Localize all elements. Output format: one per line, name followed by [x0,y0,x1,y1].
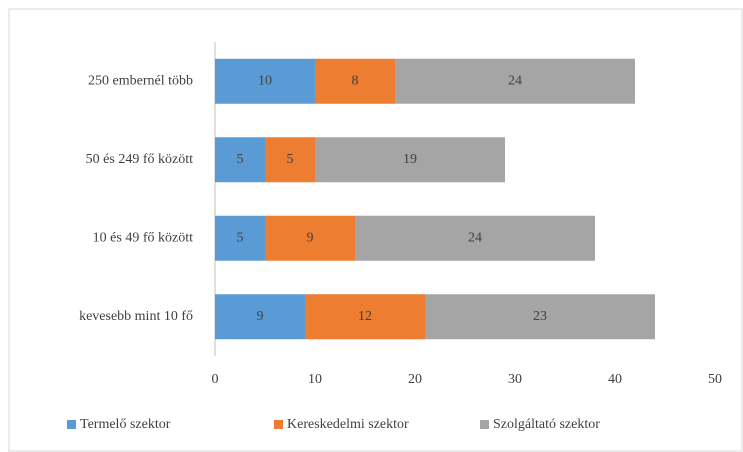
x-tick-label: 50 [708,372,722,387]
data-label: 9 [257,309,264,324]
bar-segment [355,215,595,261]
bar-segment [425,294,655,340]
bar-segment [395,58,635,104]
x-tick-label: 30 [508,372,522,387]
data-label: 9 [307,230,314,245]
legend-swatch [274,420,283,429]
data-label: 24 [508,73,522,88]
legend-label: Kereskedelmi szektor [287,417,409,432]
y-tick-label: 250 embernél több [88,73,193,88]
legend-swatch [480,420,489,429]
y-tick-label: 50 és 249 fő között [86,152,193,167]
data-label: 5 [237,152,244,167]
bar-segment [215,215,265,261]
data-label: 5 [237,230,244,245]
bar-segment [315,137,505,183]
bar-segment [265,137,315,183]
bar-segment [215,137,265,183]
x-tick-label: 40 [608,372,622,387]
y-tick-label: 10 és 49 fő között [93,230,193,245]
data-label: 23 [533,309,547,324]
x-tick-label: 10 [308,372,322,387]
bar-segment [215,58,315,104]
x-tick-label: 0 [212,372,219,387]
bar-segment [305,294,425,340]
legend-swatch [67,420,76,429]
data-label: 24 [468,230,482,245]
legend-label: Szolgáltató szektor [493,417,600,432]
data-label: 5 [287,152,294,167]
bar-segment [215,294,305,340]
x-tick-label: 20 [408,372,422,387]
y-tick-label: kevesebb mint 10 fő [79,309,193,324]
data-label: 12 [358,309,372,324]
legend-label: Termelő szektor [80,417,171,432]
data-label: 10 [258,73,272,88]
data-label: 19 [403,152,417,167]
data-label: 8 [352,73,359,88]
bar-segment [265,215,355,261]
bar-segment [315,58,395,104]
